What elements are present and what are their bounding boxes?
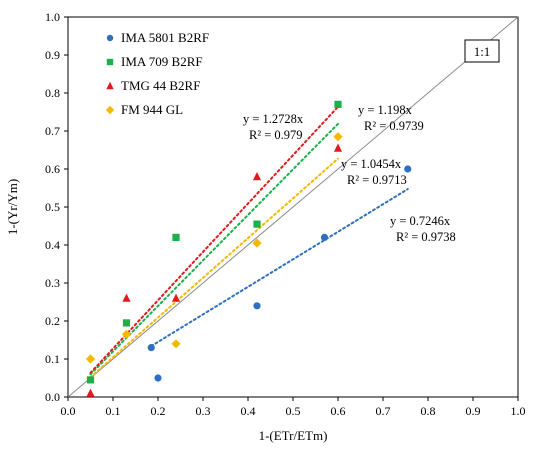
data-point xyxy=(334,100,342,108)
x-tick-label: 0.3 xyxy=(196,404,211,418)
data-point xyxy=(333,132,343,142)
data-point xyxy=(333,143,343,152)
data-point xyxy=(86,376,95,384)
data-point xyxy=(252,172,262,181)
y-axis-title: 1-(Yr/Ym) xyxy=(5,179,20,235)
one-to-one-label-box xyxy=(464,39,500,63)
x-tick-label: 0.2 xyxy=(151,404,166,418)
legend-marker xyxy=(106,58,114,66)
data-point xyxy=(320,233,329,241)
legend-marker xyxy=(106,34,114,42)
trend-equation: y = 0.7246x xyxy=(390,214,451,228)
legend-label: FM 944 GL xyxy=(121,102,183,117)
y-tick-label: 0.8 xyxy=(45,86,60,100)
y-tick-label: 0.9 xyxy=(45,48,60,62)
y-tick-label: 1.0 xyxy=(45,10,60,24)
data-point xyxy=(85,354,96,364)
data-point xyxy=(122,319,131,327)
y-tick-label: 0.7 xyxy=(45,124,60,138)
trend-line xyxy=(89,122,339,376)
legend-marker xyxy=(105,105,115,115)
x-tick-label: 0.7 xyxy=(376,404,391,418)
legend-marker xyxy=(106,81,114,90)
x-tick-label: 0.1 xyxy=(106,404,121,418)
data-point xyxy=(404,165,412,173)
legend-label: IMA 709 B2RF xyxy=(121,54,203,69)
data-point xyxy=(171,293,181,302)
data-point xyxy=(252,238,262,248)
data-point xyxy=(147,344,155,352)
trend-equation: y = 1.2728x xyxy=(243,112,304,126)
trend-line xyxy=(150,188,409,348)
x-tick-label: 1.0 xyxy=(511,404,526,418)
data-point xyxy=(154,374,162,382)
data-point xyxy=(86,388,95,397)
x-axis-title: 1-(ETr/ETm) xyxy=(259,428,328,443)
reference-line-group: 1:1 xyxy=(67,16,519,398)
data-point xyxy=(122,293,131,302)
axis-ticks: 0.0 0.1 0.2 0.3 0.4 0.5 0.6 0.7 0.8 0.9 1.0 0.0 0.1 0… xyxy=(45,10,526,418)
trend-lines xyxy=(89,105,409,379)
trend-r-squared: R² = 0.9713 xyxy=(347,173,407,187)
data-point xyxy=(172,233,180,241)
y-tick-label: 0.5 xyxy=(45,200,60,214)
data-point xyxy=(253,302,261,310)
data-points xyxy=(85,100,412,397)
trend-r-squared: R² = 0.979 xyxy=(249,128,303,142)
trend-r-squared: R² = 0.9738 xyxy=(396,230,456,244)
y-tick-label: 0.6 xyxy=(45,162,60,176)
y-tick-label: 0.0 xyxy=(45,390,60,404)
data-point xyxy=(253,220,261,228)
x-tick-label: 0.6 xyxy=(331,404,346,418)
x-tick-label: 0.0 xyxy=(61,404,76,418)
x-tick-label: 0.5 xyxy=(286,404,301,418)
one-to-one-label: 1:1 xyxy=(474,44,491,59)
trend-r-squared: R² = 0.9739 xyxy=(364,119,424,133)
trend-equation: y = 1.198x xyxy=(358,103,413,117)
y-tick-label: 0.1 xyxy=(45,352,60,366)
y-tick-label: 0.3 xyxy=(45,276,60,290)
y-tick-label: 0.2 xyxy=(45,314,60,328)
x-tick-label: 0.4 xyxy=(241,404,256,418)
trend-equation: y = 1.0454x xyxy=(341,157,402,171)
x-tick-label: 0.9 xyxy=(466,404,481,418)
legend-label: TMG 44 B2RF xyxy=(121,78,200,93)
x-tick-label: 0.8 xyxy=(421,404,436,418)
trend-line xyxy=(89,157,339,379)
one-to-one-line xyxy=(67,16,519,398)
y-tick-label: 0.4 xyxy=(45,238,60,252)
data-point xyxy=(121,329,132,339)
data-point xyxy=(171,339,181,349)
trend-line xyxy=(89,105,339,374)
legend: IMA 5801 B2RF IMA 709 B2RF TMG 44 B2RF FM 9… xyxy=(105,30,209,117)
equation-labels: y = 0.7246x R² = 0.9738 y = 1.198x R² = 0.9… xyxy=(243,103,456,244)
legend-label: IMA 5801 B2RF xyxy=(121,30,209,45)
